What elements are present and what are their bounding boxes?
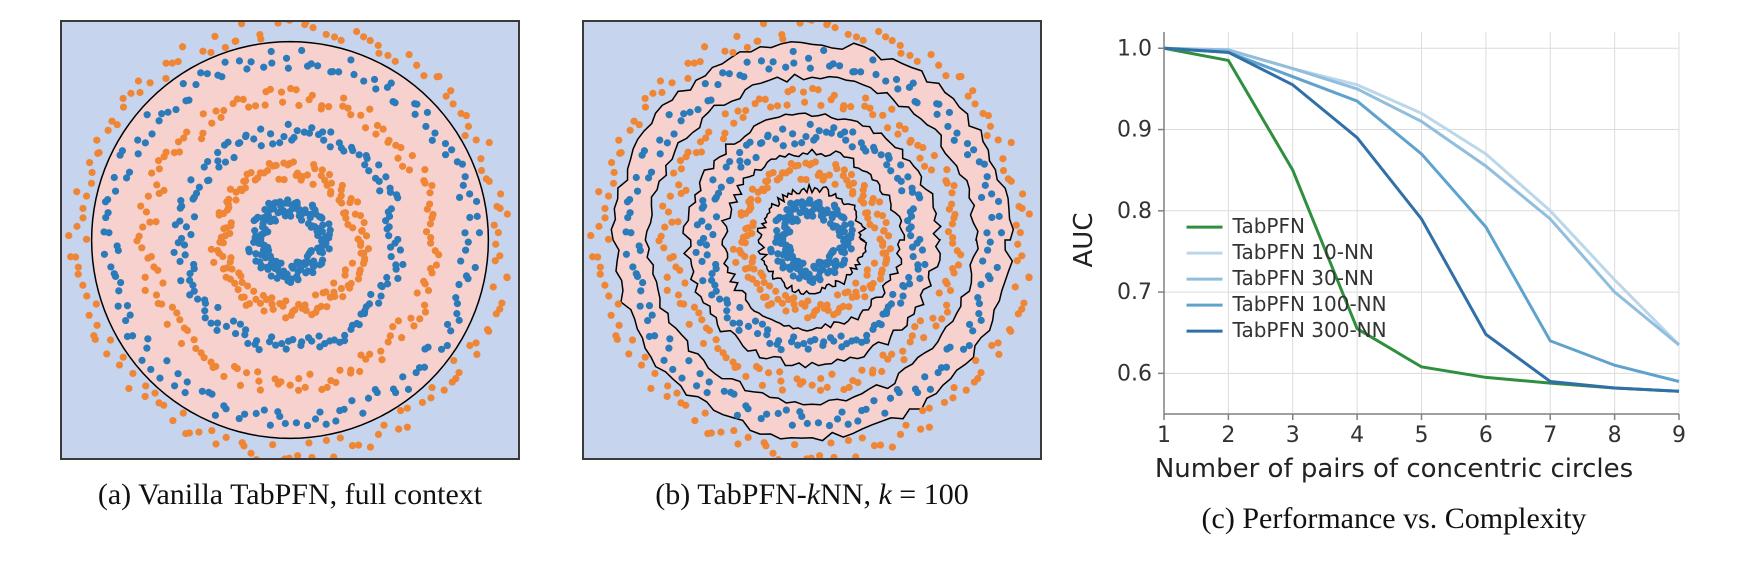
svg-text:TabPFN 30-NN: TabPFN 30-NN xyxy=(1232,266,1374,290)
svg-text:9: 9 xyxy=(1672,423,1686,448)
svg-text:6: 6 xyxy=(1479,423,1493,448)
svg-text:1.0: 1.0 xyxy=(1117,36,1152,61)
panel-c: AUC 1234567890.60.70.80.91.0TabPFNTabPFN… xyxy=(1074,20,1714,536)
panel-b-caption-mid: NN, xyxy=(820,478,878,511)
svg-text:0.7: 0.7 xyxy=(1117,280,1152,305)
svg-text:2: 2 xyxy=(1221,423,1235,448)
panel-c-ylabel: AUC xyxy=(1069,213,1099,268)
panel-b: (b) TabPFN-kNN, k = 100 xyxy=(552,20,1072,512)
panel-c-plot: AUC 1234567890.60.70.80.91.0TabPFNTabPFN… xyxy=(1094,20,1694,460)
panel-b-caption-prefix: (b) TabPFN- xyxy=(655,478,807,511)
panel-b-plot xyxy=(582,20,1042,460)
svg-text:TabPFN: TabPFN xyxy=(1232,214,1305,238)
panel-a: (a) Vanilla TabPFN, full context xyxy=(30,20,550,512)
svg-text:4: 4 xyxy=(1350,423,1364,448)
svg-text:5: 5 xyxy=(1415,423,1429,448)
panel-b-caption-k1: k xyxy=(807,478,820,511)
panel-c-caption: (c) Performance vs. Complexity xyxy=(1202,502,1587,536)
panel-b-caption-suffix: = 100 xyxy=(892,478,969,511)
panel-b-caption: (b) TabPFN-kNN, k = 100 xyxy=(655,478,968,512)
svg-text:8: 8 xyxy=(1608,423,1622,448)
svg-text:1: 1 xyxy=(1157,423,1171,448)
svg-text:TabPFN 10-NN: TabPFN 10-NN xyxy=(1232,240,1374,264)
figure-row: (a) Vanilla TabPFN, full context (b) Tab… xyxy=(0,0,1744,562)
svg-text:3: 3 xyxy=(1286,423,1300,448)
svg-text:0.8: 0.8 xyxy=(1117,199,1152,224)
svg-text:TabPFN 300-NN: TabPFN 300-NN xyxy=(1232,318,1387,342)
svg-text:0.6: 0.6 xyxy=(1117,361,1152,386)
panel-b-caption-k2: k xyxy=(878,478,891,511)
svg-text:TabPFN 100-NN: TabPFN 100-NN xyxy=(1232,292,1387,316)
panel-a-plot xyxy=(60,20,520,460)
svg-text:0.9: 0.9 xyxy=(1117,118,1152,143)
panel-a-caption: (a) Vanilla TabPFN, full context xyxy=(98,478,482,512)
svg-text:7: 7 xyxy=(1543,423,1557,448)
